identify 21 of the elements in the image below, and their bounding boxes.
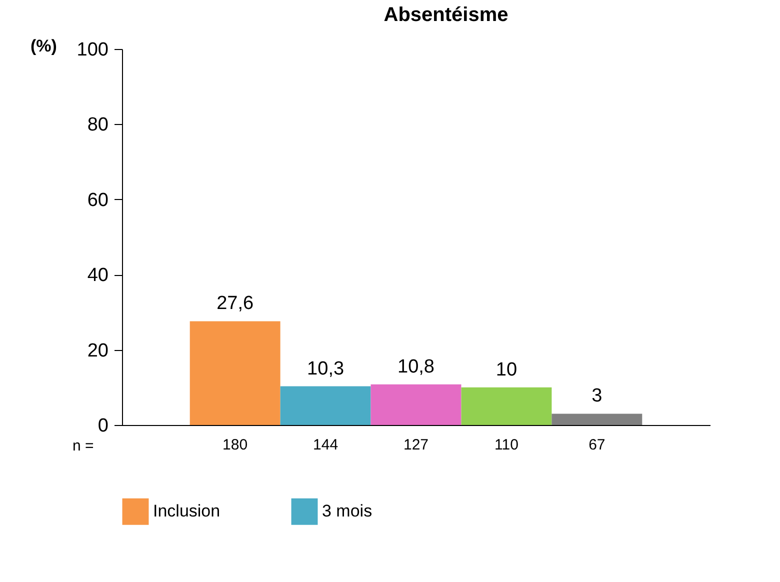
y-tick-label: 40: [87, 265, 108, 286]
data-label: 10: [496, 359, 518, 380]
y-tick-label: 60: [87, 190, 108, 211]
y-tick-label: 100: [76, 40, 108, 60]
legend-label: Inclusion: [153, 502, 220, 521]
y-tick-label: 80: [87, 114, 108, 136]
x-tick-label: 180: [222, 436, 248, 454]
data-label: 3: [592, 386, 602, 407]
x-tick-label: 144: [313, 436, 338, 454]
y-tick-label: 20: [87, 340, 108, 362]
data-label: 10,3: [307, 358, 344, 380]
y-axis-title: (%): [30, 36, 57, 56]
chart-title: Absentéisme: [384, 4, 508, 26]
y-tick-label: 0: [98, 416, 108, 436]
legend-label: 3 mois: [322, 502, 372, 521]
data-label: 10,8: [398, 356, 434, 378]
data-label: 27,6: [216, 293, 254, 314]
x-tick-label: 110: [494, 436, 518, 454]
x-tick-label: 67: [588, 436, 606, 454]
x-tick-label: 127: [403, 436, 429, 454]
x-axis-title: n =: [72, 438, 94, 454]
